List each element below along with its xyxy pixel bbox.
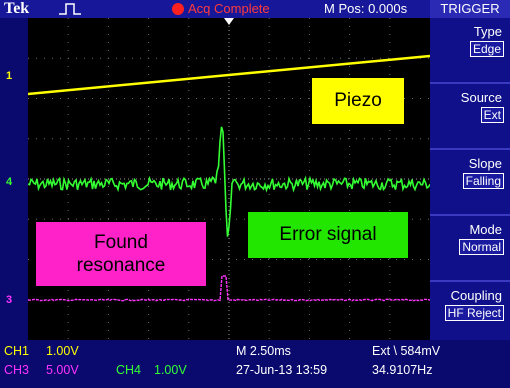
menu-divider (430, 214, 510, 216)
ch1-piezo-trace (28, 54, 430, 96)
status-bar: Tek Acq Complete M Pos: 0.000s TRIGGER (0, 0, 510, 18)
menu-divider (430, 148, 510, 150)
ch4-ground-marker[interactable]: 4 (6, 176, 13, 188)
piezo-annotation: Piezo (312, 78, 404, 124)
trigger-slope-value: Falling (462, 173, 504, 189)
trigger-slope-label: Slope (468, 156, 502, 171)
ch4-error-trace (28, 126, 430, 237)
ch1-ground-marker[interactable]: 1 (6, 70, 13, 82)
trigger-type-value: Edge (469, 41, 504, 57)
acquisition-status-icon (172, 3, 184, 15)
menu-title: TRIGGER (430, 0, 510, 18)
trigger-slope-button[interactable]: Slope Falling (430, 150, 510, 212)
ch3-resonance-trace (28, 275, 430, 302)
trigger-mode-button[interactable]: Mode Normal (430, 216, 510, 278)
timebase-readout: M 2.50ms (236, 344, 291, 358)
trigger-level-readout: Ext \ 584mV (372, 344, 441, 358)
trigger-mode-label: Mode (469, 222, 502, 237)
piezo-annotation-text: Piezo (334, 90, 382, 111)
waveform-display (28, 18, 430, 340)
ch3-scale: 5.00V (46, 363, 79, 377)
ch4-label: CH4 (116, 363, 142, 377)
error-signal-annotation: Error signal (248, 212, 408, 258)
ch4-scale: 1.00V (154, 363, 187, 377)
acquisition-status: Acq Complete (188, 1, 270, 16)
pulse-icon (59, 3, 81, 15)
trigger-source-value: Ext (480, 107, 504, 123)
trigger-type-button[interactable]: Type Edge (430, 18, 510, 80)
trigger-menu: Type Edge Source Ext Slope Falling Mode … (430, 18, 510, 340)
found-resonance-annotation: Found resonance (36, 222, 206, 286)
ch3-ground-marker[interactable]: 3 (6, 294, 13, 306)
trigger-coupling-button[interactable]: Coupling HF Reject (430, 282, 510, 344)
trigger-source-label: Source (460, 90, 502, 105)
brand-logo: Tek (4, 0, 30, 17)
ch1-scale: 1.00V (46, 344, 79, 358)
date-time-readout: 27-Jun-13 13:59 (236, 363, 328, 377)
trigger-coupling-value: HF Reject (444, 305, 504, 321)
readout-bar: CH1 1.00V CH3 5.00V CH4 1.00V M 2.50ms 2… (0, 340, 510, 388)
waveform-graticule (28, 18, 430, 340)
ch1-label: CH1 (4, 344, 30, 358)
ch3-label: CH3 (4, 363, 30, 377)
trigger-position-icon (224, 18, 234, 25)
error-signal-annotation-text: Error signal (279, 224, 377, 245)
menu-divider (430, 82, 510, 84)
trigger-source-button[interactable]: Source Ext (430, 84, 510, 146)
menu-divider (430, 280, 510, 282)
trigger-type-label: Type (473, 24, 502, 39)
found-resonance-line1: Found (94, 232, 148, 253)
trigger-mode-value: Normal (459, 239, 504, 255)
found-resonance-line2: resonance (76, 255, 166, 276)
horizontal-position: M Pos: 0.000s (324, 1, 408, 16)
frequency-readout: 34.9107Hz (372, 363, 433, 377)
trigger-coupling-label: Coupling (450, 288, 502, 303)
